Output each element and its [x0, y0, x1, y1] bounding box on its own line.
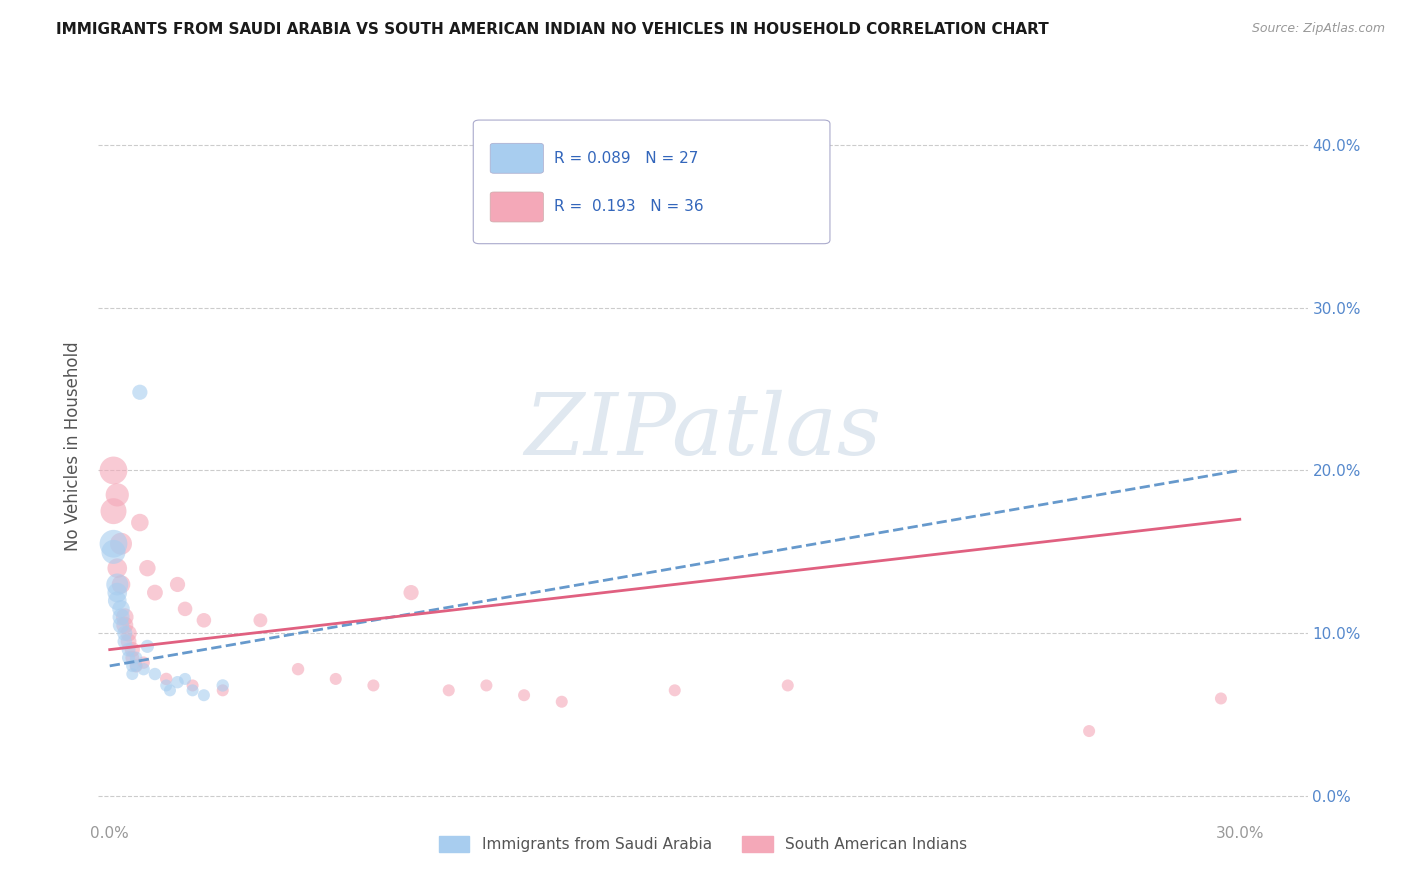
- Point: [136, 640, 159, 654]
- Point: [105, 585, 128, 599]
- Point: [363, 678, 385, 692]
- Point: [117, 634, 139, 648]
- Point: [121, 659, 143, 673]
- Point: [105, 561, 128, 575]
- Point: [437, 683, 460, 698]
- Point: [193, 688, 215, 702]
- Point: [155, 672, 177, 686]
- Point: [103, 537, 125, 551]
- Point: [155, 678, 177, 692]
- Point: [166, 577, 188, 591]
- Point: [132, 662, 155, 676]
- Point: [121, 642, 143, 657]
- FancyBboxPatch shape: [474, 120, 830, 244]
- Point: [166, 675, 188, 690]
- Point: [143, 585, 166, 599]
- Point: [1209, 691, 1232, 706]
- Point: [664, 683, 686, 698]
- Point: [513, 688, 536, 702]
- Point: [105, 593, 128, 607]
- Point: [114, 626, 136, 640]
- Point: [211, 683, 233, 698]
- Point: [105, 488, 128, 502]
- Legend: Immigrants from Saudi Arabia, South American Indians: Immigrants from Saudi Arabia, South Amer…: [433, 830, 973, 858]
- Text: ZIPatlas: ZIPatlas: [524, 390, 882, 473]
- Point: [136, 561, 159, 575]
- Point: [132, 656, 155, 670]
- Point: [249, 613, 271, 627]
- Text: R =  0.193   N = 36: R = 0.193 N = 36: [554, 200, 704, 214]
- Point: [143, 667, 166, 681]
- Point: [110, 618, 132, 632]
- Point: [121, 650, 143, 665]
- Point: [174, 672, 197, 686]
- Point: [475, 678, 498, 692]
- Text: Source: ZipAtlas.com: Source: ZipAtlas.com: [1251, 22, 1385, 36]
- Point: [181, 678, 204, 692]
- Text: R = 0.089   N = 27: R = 0.089 N = 27: [554, 151, 699, 166]
- Point: [110, 537, 132, 551]
- Point: [159, 683, 181, 698]
- Point: [110, 610, 132, 624]
- Point: [551, 695, 574, 709]
- Point: [399, 585, 422, 599]
- Point: [1078, 724, 1101, 739]
- Point: [776, 678, 799, 692]
- Point: [181, 683, 204, 698]
- Point: [287, 662, 309, 676]
- Point: [128, 385, 150, 400]
- Point: [125, 650, 148, 665]
- Y-axis label: No Vehicles in Household: No Vehicles in Household: [65, 341, 83, 551]
- Point: [117, 650, 139, 665]
- Point: [325, 672, 347, 686]
- FancyBboxPatch shape: [491, 192, 543, 222]
- Point: [211, 678, 233, 692]
- Point: [114, 618, 136, 632]
- Point: [117, 642, 139, 657]
- Point: [117, 626, 139, 640]
- Point: [103, 463, 125, 477]
- Point: [114, 634, 136, 648]
- FancyBboxPatch shape: [491, 144, 543, 173]
- Point: [128, 516, 150, 530]
- Point: [103, 504, 125, 518]
- Point: [121, 667, 143, 681]
- Point: [114, 610, 136, 624]
- Point: [103, 545, 125, 559]
- Point: [174, 602, 197, 616]
- Point: [110, 602, 132, 616]
- Point: [125, 659, 148, 673]
- Point: [110, 577, 132, 591]
- Point: [125, 659, 148, 673]
- Point: [105, 577, 128, 591]
- Text: IMMIGRANTS FROM SAUDI ARABIA VS SOUTH AMERICAN INDIAN NO VEHICLES IN HOUSEHOLD C: IMMIGRANTS FROM SAUDI ARABIA VS SOUTH AM…: [56, 22, 1049, 37]
- Point: [193, 613, 215, 627]
